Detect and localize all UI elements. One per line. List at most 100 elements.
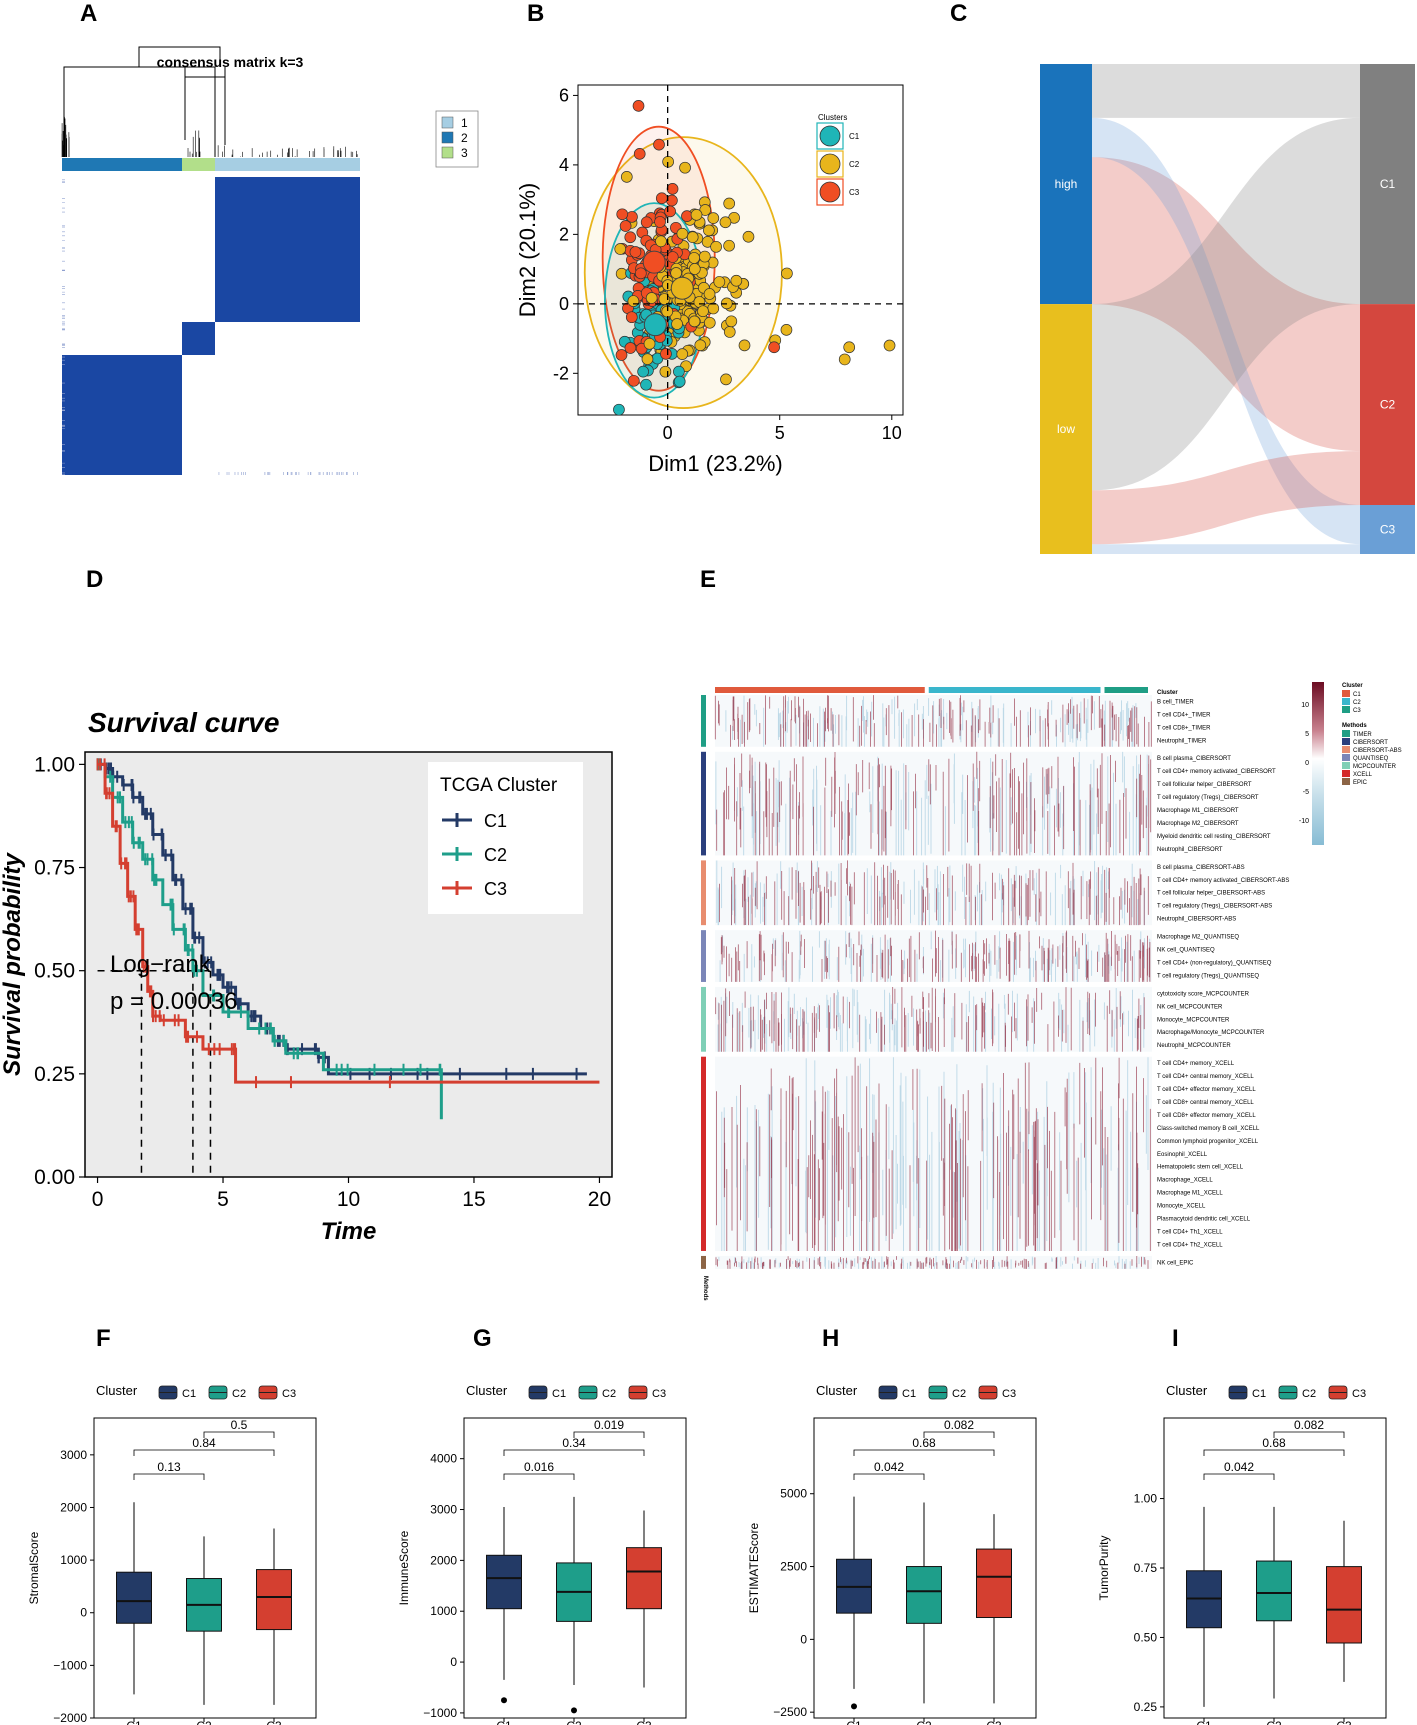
methods-legend-key-QUANTISEQ [1342, 754, 1350, 761]
comparison-pvalue: 0.5 [231, 1418, 248, 1432]
point-C2 [719, 216, 732, 229]
heatmap-block-MCPCOUNTER [715, 986, 1152, 1052]
point-C2 [688, 263, 701, 275]
ytick-label: 0 [800, 1632, 807, 1646]
survival-line-C2 [97, 762, 443, 1120]
ytick-label: 0.00 [34, 1166, 75, 1189]
row-label: Neutrophil_TIMER [1157, 738, 1207, 744]
legend-label-C1: C1 [1252, 1388, 1266, 1400]
comparison-pvalue: 0.042 [874, 1460, 904, 1474]
legend-key-1 [441, 116, 454, 129]
ytick-label: 2500 [780, 1560, 807, 1574]
point-C2 [723, 197, 736, 210]
comparison-pvalue: 0.042 [1224, 1460, 1254, 1474]
point-C3 [655, 192, 668, 205]
legend-label-3: 3 [461, 146, 468, 160]
method-bar-EPIC [701, 1255, 706, 1269]
legend-label-C2: C2 [1302, 1388, 1316, 1400]
methods-legend-key-EPIC [1342, 778, 1350, 785]
legend-key-C1 [819, 125, 841, 147]
row-label: T cell regulatory (Tregs)_CIBERSORT-ABS [1157, 904, 1272, 910]
outlier-C1 [851, 1703, 857, 1710]
legend-label-C3: C3 [282, 1388, 296, 1400]
point-C2 [627, 295, 640, 307]
node-label-high: high [1055, 177, 1078, 191]
row-label: T cell CD4+ memory activated_CIBERSORT [1157, 769, 1276, 775]
x-axis-title: Dim1 (23.2%) [648, 451, 782, 476]
point-C2 [730, 274, 743, 287]
heatmap-high-values-EPIC [715, 1256, 1149, 1269]
legend-label-1: 1 [461, 116, 468, 130]
legend-label-C3: C3 [1002, 1388, 1016, 1400]
point-C2 [690, 209, 703, 221]
legend-label-C1: C1 [182, 1388, 196, 1400]
row-label: Macrophage M1_XCELL [1157, 1191, 1223, 1197]
point-C3 [634, 267, 647, 280]
comparison-bracket [853, 1449, 995, 1456]
point-C2 [738, 339, 751, 352]
ytick-label: 0.50 [1134, 1630, 1158, 1644]
point-C2 [659, 365, 672, 378]
row-label: Neutrophil_CIBERSORT [1157, 847, 1223, 853]
methods-legend-label-MCPCOUNTER: MCPCOUNTER [1353, 764, 1397, 770]
row-label: Macrophage M2_CIBERSORT [1157, 821, 1239, 827]
node-label-low: low [1057, 422, 1075, 436]
legend-title: Cluster [96, 1383, 138, 1398]
row-label: T cell follicular helper_CIBERSORT [1157, 782, 1252, 788]
point-C2 [688, 315, 701, 328]
point-C3 [666, 251, 679, 263]
methods-legend-title: Methods [1342, 723, 1367, 729]
outlier-C1 [501, 1697, 507, 1704]
point-C2 [710, 240, 722, 253]
legend-title: Cluster [1166, 1383, 1208, 1398]
dendrogram-leaves [61, 116, 358, 157]
legend-title: Cluster [466, 1383, 508, 1398]
comparison-bracket [1203, 1473, 1275, 1480]
flow-low-C3 [1092, 544, 1360, 554]
sankey-diagram: high low C1 C2 C3 [1040, 64, 1415, 554]
point-C3 [615, 349, 628, 361]
heatmap-high-values-CIBERSORT [716, 751, 1152, 856]
flow-high-C1 [1092, 64, 1360, 118]
row-label: B cell plasma_CIBERSORT [1157, 756, 1231, 762]
xtick-label: C1 [126, 1719, 142, 1725]
centroid-C1 [643, 313, 667, 337]
box-C3 [626, 1547, 662, 1610]
point-C2 [781, 267, 793, 280]
legend-box [435, 110, 479, 168]
node-low [1040, 304, 1092, 554]
legend-label-C1: C1 [484, 811, 507, 831]
row-label: Macrophage/Monocyte_MCPCOUNTER [1157, 1030, 1265, 1036]
ytick-label: 0.50 [34, 960, 75, 983]
point-C3 [624, 231, 637, 244]
ytick-label: 0.75 [1134, 1561, 1158, 1575]
node-C3 [1360, 505, 1415, 554]
point-C3 [666, 183, 679, 195]
matrix-block-2 [62, 355, 182, 475]
point-C2 [676, 348, 689, 360]
ytick-label: 2000 [60, 1500, 87, 1514]
legend-key-C2 [819, 153, 841, 175]
estimate-score-boxplot: Cluster C1 C2 C3 0.042 0.68 0.082 −2500 0 2500 500… [747, 1383, 1037, 1725]
plot-area [583, 99, 896, 415]
methods-legend-label-CIBERSORT-ABS: CIBERSORT-ABS [1353, 748, 1402, 754]
panel-label-f: F [96, 1325, 111, 1352]
ytick-label: 4 [559, 155, 569, 175]
methods-legend-key-TIMER [1342, 730, 1350, 737]
point-C2-outlier [780, 324, 793, 336]
matrix-block-3 [182, 322, 215, 355]
point-C2-outlier [838, 353, 851, 366]
point-C2-outlier [883, 339, 896, 352]
panel-label-e: E [700, 566, 717, 593]
stromal-score-boxplot: Cluster C1 C2 C3 0.13 0.84 0.5 −2000 −1000 0 1000 2… [27, 1383, 317, 1725]
panel-label-i: I [1172, 1325, 1179, 1352]
heatmap-high-values-TIMER [714, 695, 1152, 747]
point-C2-outlier [843, 341, 856, 354]
row-label: cytotoxicity score_MCPCOUNTER [1157, 991, 1250, 997]
matrix-block-1 [215, 177, 360, 322]
ytick-label: 1000 [60, 1553, 87, 1567]
point-C3 [640, 216, 653, 229]
point-C3 [629, 246, 642, 258]
comparison-bracket [503, 1473, 575, 1480]
row-label: T cell CD8+ effector memory_XCELL [1157, 1113, 1256, 1119]
